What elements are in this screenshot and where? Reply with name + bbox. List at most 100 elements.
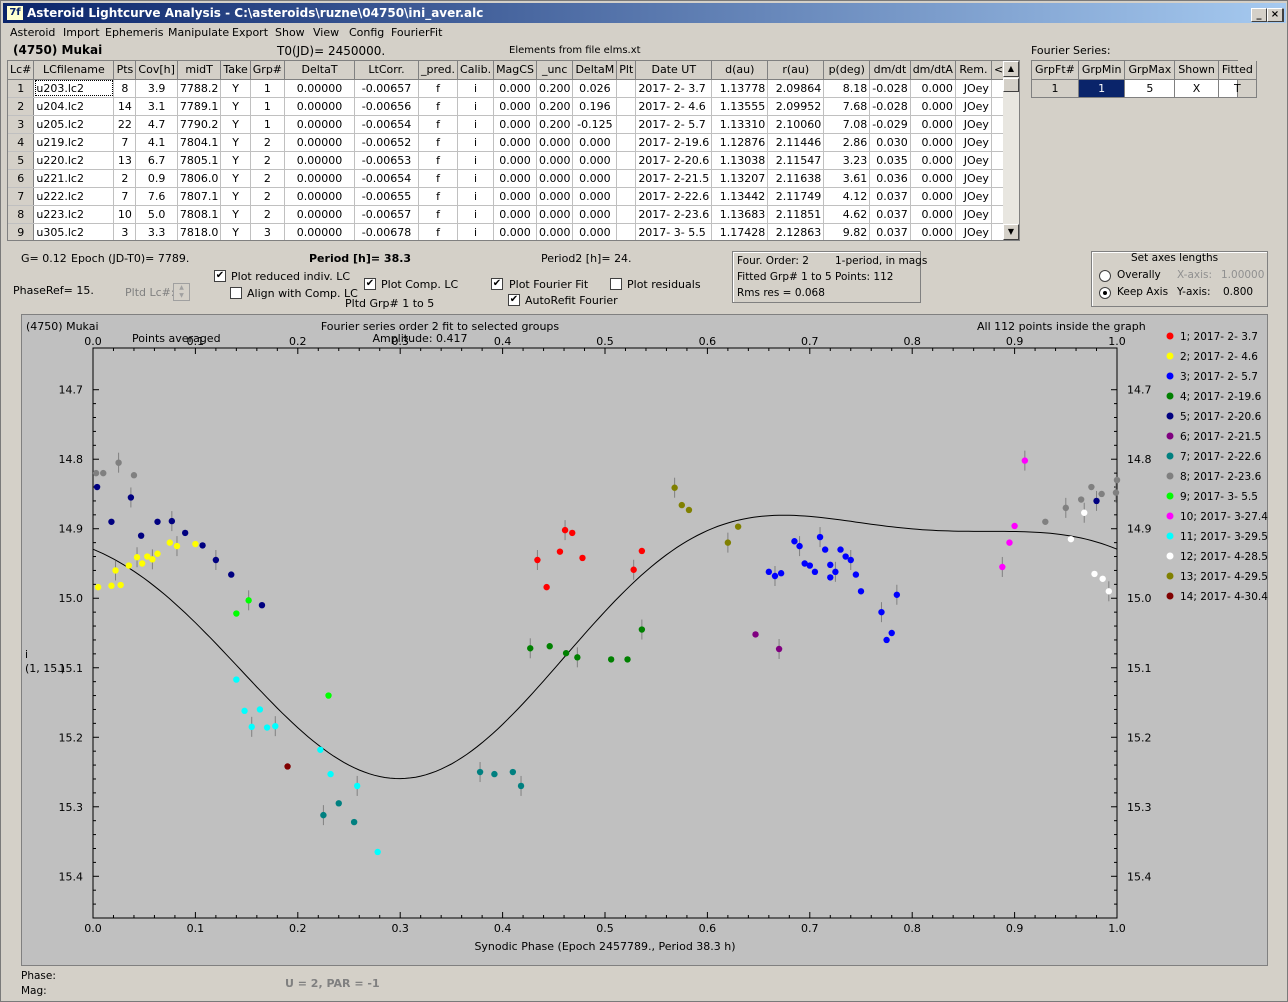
table-cell[interactable]: 0.000	[910, 97, 956, 116]
table-cell[interactable]: u305.lc2	[33, 223, 115, 240]
table-cell[interactable]: 0.000	[572, 205, 618, 224]
table-cell[interactable]: 0.000	[493, 223, 537, 240]
table-cell[interactable]: u205.lc2	[33, 115, 115, 134]
table-cell[interactable]: 6.7	[135, 151, 178, 170]
col-header[interactable]: dm/dt	[869, 61, 911, 80]
col-header[interactable]: midT	[177, 61, 222, 80]
table-cell[interactable]: 7	[113, 133, 137, 152]
col-header[interactable]: _pred.	[418, 61, 459, 80]
table-cell[interactable]: 0.037	[869, 223, 911, 240]
table-cell[interactable]: f	[418, 97, 459, 116]
table-cell[interactable]: 0.026	[572, 79, 618, 98]
table-cell[interactable]: -0.028	[869, 97, 911, 116]
table-cell[interactable]: -0.125	[572, 115, 618, 134]
table-cell[interactable]: i	[457, 115, 495, 134]
table-cell[interactable]: 0.00000	[284, 187, 356, 206]
table-cell[interactable]: u204.lc2	[33, 97, 115, 116]
table-cell[interactable]: 2	[250, 187, 286, 206]
row-number[interactable]: 3	[8, 115, 35, 134]
table-cell[interactable]: JOey	[955, 115, 992, 134]
table-cell[interactable]: 0.200	[536, 97, 574, 116]
table-cell[interactable]: 0.000	[493, 133, 537, 152]
y-axis-value[interactable]: 0.800	[1223, 286, 1254, 298]
table-cell[interactable]: 0.00000	[284, 133, 356, 152]
table-cell[interactable]: 0.196	[572, 97, 618, 116]
table-cell[interactable]: 0.000	[493, 115, 537, 134]
table-cell[interactable]: 7790.2	[177, 115, 222, 134]
table-cell[interactable]	[616, 151, 637, 170]
table-cell[interactable]: 2.11446	[767, 133, 825, 152]
scroll-up-icon[interactable]: ▲	[1003, 61, 1019, 77]
menu-view[interactable]: View	[313, 26, 340, 39]
table-cell[interactable]: Y	[220, 205, 251, 224]
table-cell[interactable]: Y	[220, 115, 251, 134]
table-cell[interactable]: 2017- 2- 5.7	[635, 115, 713, 134]
table-cell[interactable]: 0.000	[536, 187, 574, 206]
table-cell[interactable]: 2	[113, 169, 137, 188]
table-cell[interactable]: 0.000	[536, 151, 574, 170]
row-number[interactable]: 8	[8, 205, 35, 224]
table-cell[interactable]	[616, 187, 637, 206]
table-cell[interactable]: 0.000	[536, 223, 574, 240]
table-cell[interactable]: 2	[250, 205, 286, 224]
table-cell[interactable]: -0.00657	[354, 79, 420, 98]
col-header[interactable]: MagCS	[493, 61, 537, 80]
table-cell[interactable]: Y	[220, 223, 251, 240]
table-cell[interactable]: -0.00653	[354, 151, 420, 170]
close-icon[interactable]: ×	[1267, 8, 1283, 22]
row-number[interactable]: 2	[8, 97, 35, 116]
table-cell[interactable]: 3	[250, 223, 286, 240]
table-cell[interactable]: 2017- 2- 3.7	[635, 79, 713, 98]
table-cell[interactable]: u219.lc2	[33, 133, 115, 152]
period2-value[interactable]: Period2 [h]= 24.	[541, 252, 632, 265]
x-axis-value[interactable]: 1.00000	[1221, 269, 1265, 281]
table-cell[interactable]: 1	[250, 79, 286, 98]
menu-import[interactable]: Import	[63, 26, 100, 39]
plot-residuals-checkbox[interactable]	[610, 278, 622, 290]
fourier-cell[interactable]: T	[1218, 79, 1257, 98]
table-cell[interactable]: JOey	[955, 187, 992, 206]
table-cell[interactable]: 0.200	[536, 115, 574, 134]
table-cell[interactable]: 0.036	[869, 169, 911, 188]
table-cell[interactable]: 3.9	[135, 79, 178, 98]
table-cell[interactable]: 4.1	[135, 133, 178, 152]
table-cell[interactable]: 0.037	[869, 187, 911, 206]
table-cell[interactable]: f	[418, 187, 459, 206]
table-cell[interactable]: 3	[113, 223, 137, 240]
table-cell[interactable]: 2017- 2-23.6	[635, 205, 713, 224]
scroll-down-icon[interactable]: ▼	[1003, 224, 1019, 240]
table-row[interactable]: 8 u223.lc2 10 5.0 7808.1 Y 2 0.00000 -0.00657 f i 0…	[8, 205, 1019, 224]
table-cell[interactable]: 2017- 2-22.6	[635, 187, 713, 206]
plot-reduced-checkbox[interactable]: ✔	[214, 270, 226, 282]
fourier-cell[interactable]: X	[1174, 79, 1219, 98]
fourier-cell[interactable]: 1	[1032, 79, 1079, 98]
table-cell[interactable]: 4.12	[823, 187, 871, 206]
table-cell[interactable]: 0.037	[869, 205, 911, 224]
table-cell[interactable]: JOey	[955, 169, 992, 188]
table-cell[interactable]: 2017- 2-19.6	[635, 133, 713, 152]
table-cell[interactable]: 0.000	[572, 151, 618, 170]
table-cell[interactable]: 0.000	[536, 205, 574, 224]
table-cell[interactable]: 2.09952	[767, 97, 825, 116]
table-cell[interactable]: 3.3	[135, 223, 178, 240]
col-header[interactable]: d(au)	[711, 61, 769, 80]
table-cell[interactable]: 5.0	[135, 205, 178, 224]
table-cell[interactable]	[616, 169, 637, 188]
table-cell[interactable]: u203.lc2	[33, 79, 115, 98]
table-cell[interactable]: f	[418, 151, 459, 170]
col-header[interactable]: DeltaM	[572, 61, 618, 80]
table-cell[interactable]: -0.00656	[354, 97, 420, 116]
table-cell[interactable]: 0.000	[910, 205, 956, 224]
table-cell[interactable]: JOey	[955, 205, 992, 224]
col-header[interactable]: Lc#	[8, 61, 35, 80]
table-cell[interactable]: 2	[250, 133, 286, 152]
lightcurve-table[interactable]: Lc# LCfilename Pts Cov[h] midT Take Grp# DeltaT…	[7, 60, 1020, 241]
table-cell[interactable]: Y	[220, 79, 251, 98]
table-cell[interactable]: 2017- 2- 4.6	[635, 97, 713, 116]
table-cell[interactable]	[616, 115, 637, 134]
table-cell[interactable]: 2017- 3- 5.5	[635, 223, 713, 240]
table-cell[interactable]: f	[418, 205, 459, 224]
table-cell[interactable]: 0.000	[536, 133, 574, 152]
table-row[interactable]: 6 u221.lc2 2 0.9 7806.0 Y 2 0.00000 -0.00654 f i 0.…	[8, 169, 1019, 188]
col-header[interactable]: LtCorr.	[354, 61, 420, 80]
